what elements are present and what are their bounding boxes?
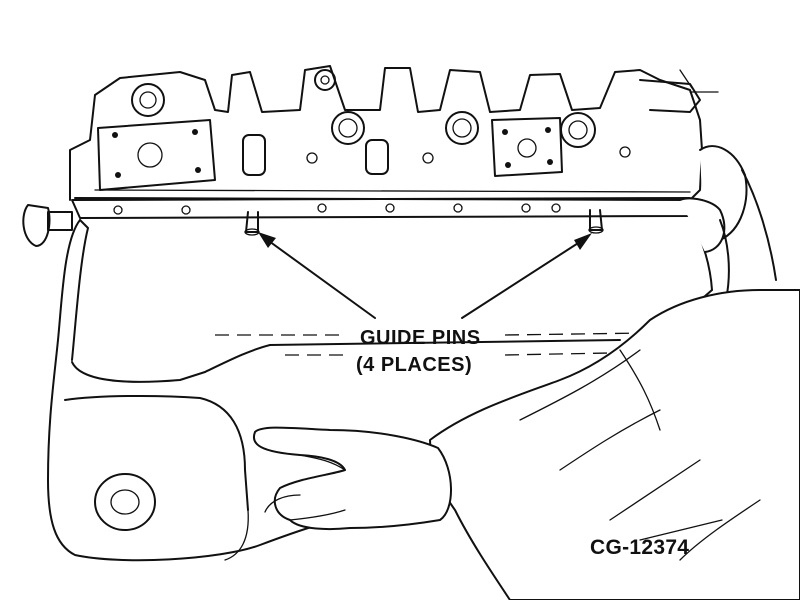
callout-arrow-left bbox=[258, 232, 376, 319]
right-arm-and-hand bbox=[679, 145, 777, 301]
guide-pin-right bbox=[588, 209, 604, 234]
guide-pins-count-label: (4 PLACES) bbox=[356, 354, 473, 376]
leader-line bbox=[639, 519, 723, 541]
left-arm-and-hand bbox=[252, 289, 800, 601]
callout-arrow-right bbox=[461, 233, 592, 319]
guide-pins-label: GUIDE PINS bbox=[360, 327, 481, 349]
guide-pin-left bbox=[244, 211, 260, 236]
figure-id-label: CG-12374 bbox=[590, 536, 690, 559]
engine-block bbox=[22, 65, 719, 247]
